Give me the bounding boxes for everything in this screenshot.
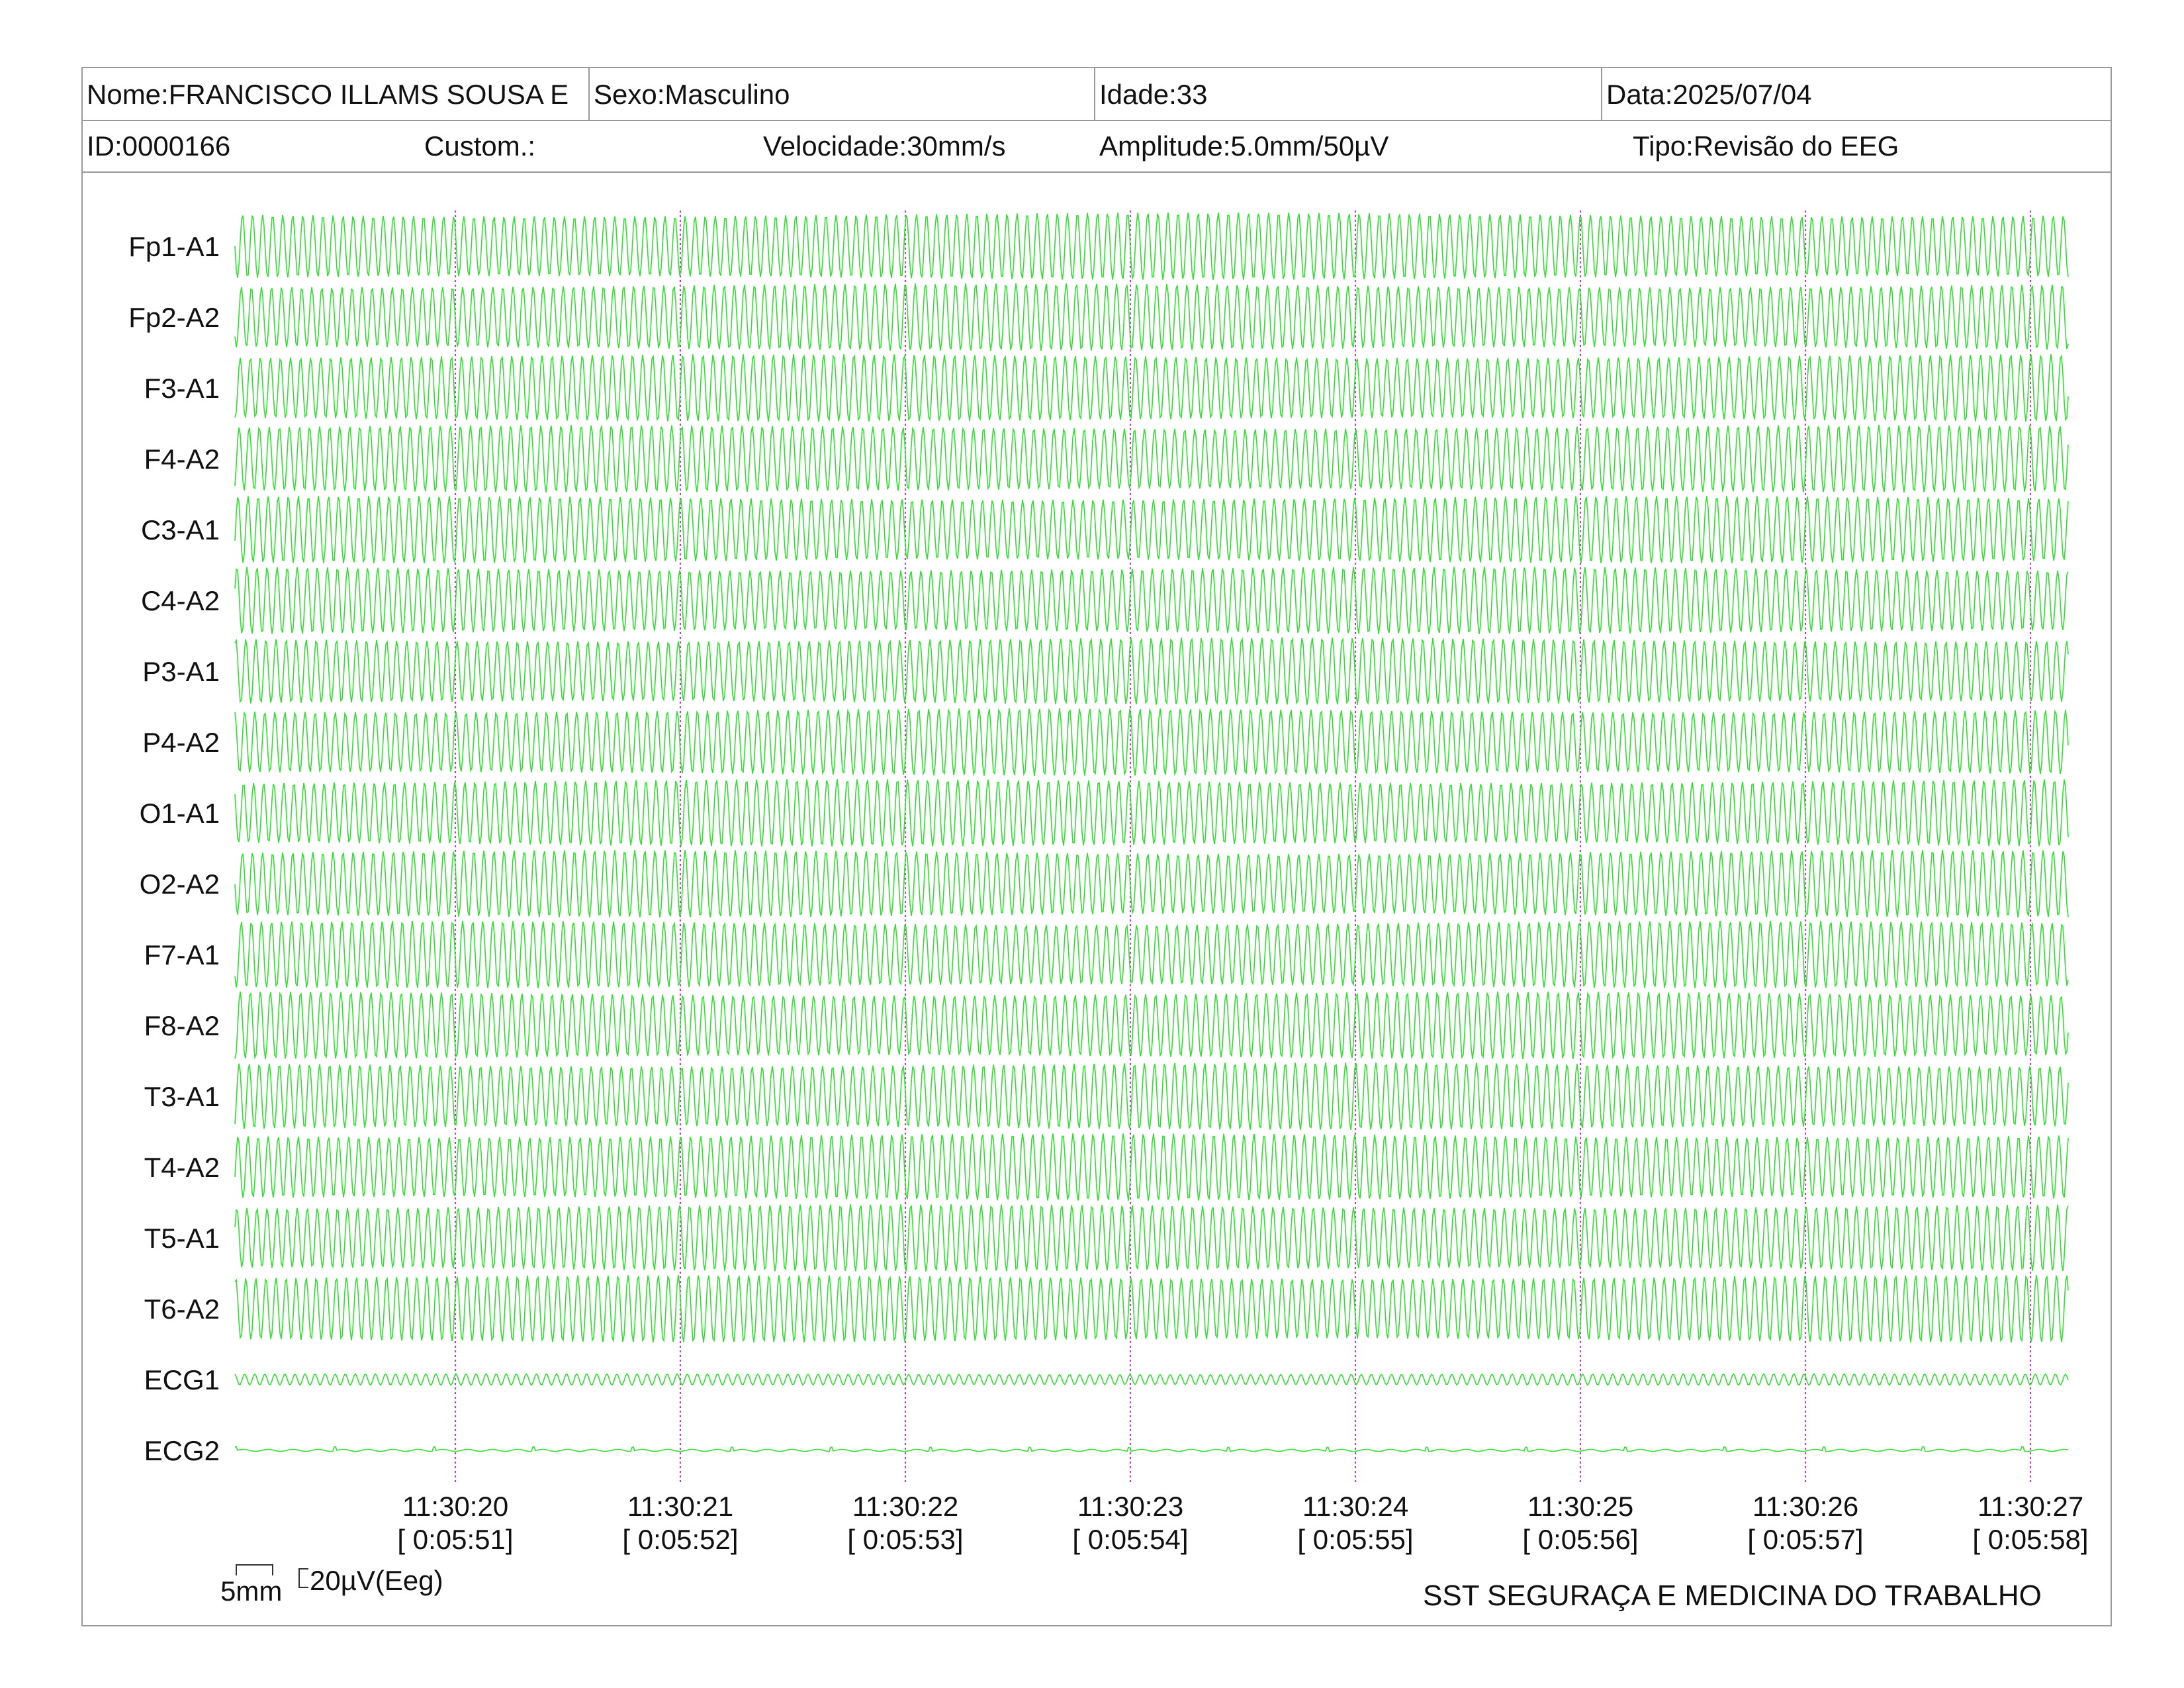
channel-trace — [234, 496, 2069, 563]
channel-label: ECG2 — [144, 1435, 220, 1466]
time-elapsed-label: [ 0:05:52] — [622, 1524, 738, 1555]
time-elapsed-label: [ 0:05:56] — [1522, 1524, 1638, 1555]
channel-trace — [234, 637, 2069, 706]
time-elapsed-label: [ 0:05:55] — [1297, 1524, 1413, 1555]
patient-age: Idade:33 — [1095, 68, 1602, 120]
channel-label: C4-A2 — [141, 585, 220, 616]
channel-labels: Fp1-A1 Fp2-A2 F3-A1 F4-A2 C3-A1 C4-A2 P3-A1 P4-… — [128, 231, 220, 1466]
channel-trace — [234, 708, 2069, 776]
channel-trace — [234, 212, 2069, 280]
channel-trace — [234, 991, 2069, 1060]
time-clock-label: 11:30:25 — [1527, 1491, 1633, 1522]
channel-trace — [234, 567, 2069, 634]
channel-label: F3-A1 — [144, 373, 220, 404]
patient-info-row: Nome:FRANCISCO ILLAMS SOUSA E Sexo:Mascu… — [83, 68, 2111, 121]
recording-info-row: ID:0000166 Custom.: Velocidade:30mm/s Am… — [83, 121, 2111, 173]
channel-label: F7-A1 — [144, 939, 220, 970]
channel-label: ECG1 — [144, 1364, 220, 1395]
channel-trace — [234, 1275, 2069, 1342]
time-clock-label: 11:30:27 — [1978, 1491, 2083, 1522]
channel-label: Fp1-A1 — [128, 231, 220, 262]
time-scale-label: 5mm — [220, 1575, 283, 1607]
time-clock-label: 11:30:22 — [852, 1491, 958, 1522]
time-clock-label: 11:30:23 — [1077, 1491, 1183, 1522]
patient-sex: Sexo:Masculino — [590, 68, 1095, 120]
channel-label: C3-A1 — [141, 514, 220, 545]
review-type: Tipo:Revisão do EEG — [1633, 130, 1899, 162]
channel-label: P4-A2 — [142, 727, 220, 758]
amplitude-scale-bracket — [298, 1568, 308, 1588]
channel-label: F4-A2 — [144, 444, 220, 475]
time-clock-label: 11:30:26 — [1752, 1491, 1858, 1522]
time-elapsed-label: [ 0:05:57] — [1747, 1524, 1863, 1555]
organization-footer: SST SEGURAÇA E MEDICINA DO TRABALHO — [1423, 1579, 2042, 1612]
channel-trace — [234, 283, 2069, 351]
channel-trace — [234, 1446, 2069, 1452]
scale-bar — [236, 1564, 308, 1588]
channel-label: F8-A2 — [144, 1010, 220, 1041]
channel-label: O2-A2 — [140, 868, 220, 900]
time-clock-label: 11:30:20 — [402, 1491, 508, 1522]
time-clock-label: 11:30:21 — [627, 1491, 733, 1522]
time-elapsed-label: [ 0:05:53] — [847, 1524, 963, 1555]
channel-trace — [234, 1062, 2069, 1130]
channel-trace — [234, 424, 2069, 492]
channel-trace — [234, 1133, 2069, 1201]
channel-label: T5-A1 — [144, 1223, 220, 1254]
patient-name: Nome:FRANCISCO ILLAMS SOUSA E — [83, 68, 590, 120]
time-labels: 11:30:20[ 0:05:51] 11:30:21[ 0:05:52] 11:3… — [397, 1491, 2088, 1555]
time-marker-lines — [455, 211, 2031, 1484]
channel-label: Fp2-A2 — [128, 302, 220, 333]
channel-trace — [234, 850, 2069, 917]
channel-trace — [234, 1204, 2069, 1272]
channel-trace — [234, 354, 2069, 422]
channel-label: T6-A2 — [144, 1293, 220, 1325]
eeg-traces — [234, 212, 2069, 1452]
channel-trace — [234, 920, 2069, 989]
channel-label: T3-A1 — [144, 1081, 220, 1112]
patient-id: ID:0000166 — [87, 130, 231, 162]
time-clock-label: 11:30:24 — [1302, 1491, 1408, 1522]
amplitude-scale-label: 20µV(Eeg) — [310, 1565, 443, 1596]
eeg-report-sheet: Nome:FRANCISCO ILLAMS SOUSA E Sexo:Mascu… — [81, 67, 2112, 1626]
channel-label: T4-A2 — [144, 1152, 220, 1183]
channel-label: O1-A1 — [140, 798, 220, 829]
channel-label: P3-A1 — [142, 656, 220, 687]
time-scale-bracket — [236, 1564, 273, 1575]
time-elapsed-label: [ 0:05:51] — [397, 1524, 513, 1555]
custom-field: Custom.: — [424, 130, 536, 162]
speed-setting: Velocidade:30mm/s — [763, 130, 1006, 162]
exam-date: Data:2025/07/04 — [1606, 79, 1812, 110]
time-elapsed-label: [ 0:05:58] — [1972, 1524, 2088, 1555]
channel-trace — [234, 1373, 2069, 1386]
amplitude-setting: Amplitude:5.0mm/50µV — [1099, 130, 1389, 162]
time-elapsed-label: [ 0:05:54] — [1072, 1524, 1188, 1555]
channel-trace — [234, 779, 2069, 847]
